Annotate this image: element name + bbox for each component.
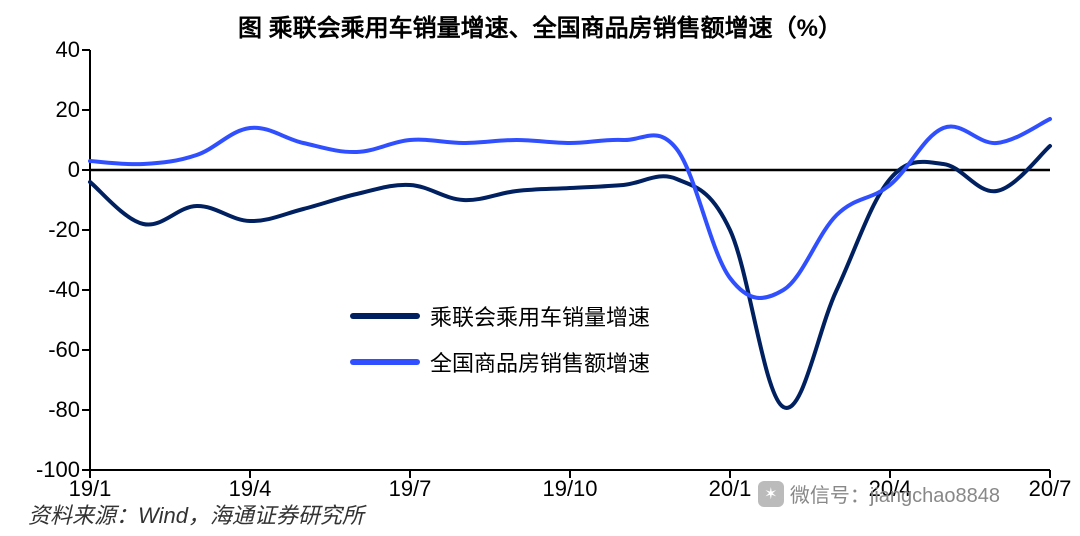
legend-item: 乘联会乘用车销量增速 [350, 300, 650, 332]
legend-swatch [350, 359, 420, 365]
plot-area: 乘联会乘用车销量增速全国商品房销售额增速 -100-80-60-40-20020… [90, 50, 1050, 470]
x-tick-label: 19/10 [542, 470, 597, 502]
wechat-icon: ✶ [758, 481, 784, 507]
watermark: ✶ 微信号：jiangchao8848 [758, 479, 1000, 508]
watermark-text: 微信号：jiangchao8848 [790, 479, 1000, 508]
chart-title: 图 乘联会乘用车销量增速、全国商品房销售额增速（%） [0, 8, 1080, 43]
y-tick-label: 40 [56, 37, 90, 63]
y-tick-label: 20 [56, 97, 90, 123]
series-line [90, 119, 1050, 298]
source-text: 资料来源：Wind，海通证券研究所 [28, 498, 364, 530]
y-tick-label: -20 [48, 217, 90, 243]
y-tick-label: -80 [48, 397, 90, 423]
y-tick-label: -60 [48, 337, 90, 363]
x-tick-label: 20/7 [1029, 470, 1072, 502]
legend: 乘联会乘用车销量增速全国商品房销售额增速 [350, 300, 650, 392]
chart-container: 图 乘联会乘用车销量增速、全国商品房销售额增速（%） 乘联会乘用车销量增速全国商… [0, 0, 1080, 536]
x-tick-label: 19/7 [389, 470, 432, 502]
legend-swatch [350, 313, 420, 319]
legend-label: 全国商品房销售额增速 [430, 346, 650, 378]
y-tick-label: 0 [68, 157, 90, 183]
legend-item: 全国商品房销售额增速 [350, 346, 650, 378]
chart-svg [90, 50, 1050, 470]
legend-label: 乘联会乘用车销量增速 [430, 300, 650, 332]
y-tick-label: -40 [48, 277, 90, 303]
x-tick-label: 20/1 [709, 470, 752, 502]
